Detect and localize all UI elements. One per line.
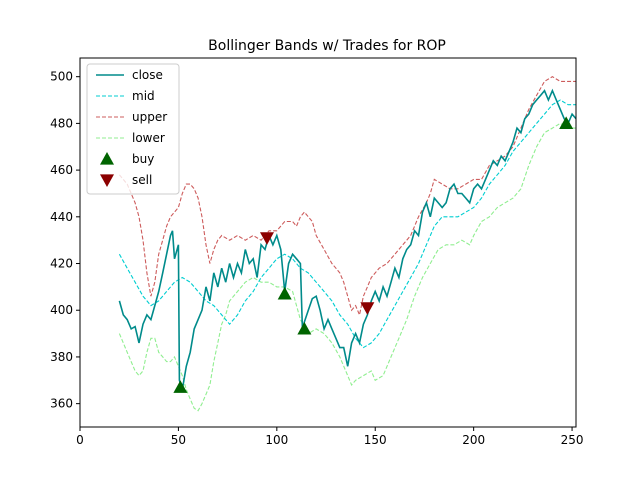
legend-lower-label: lower xyxy=(132,131,165,145)
legend-buy-label: buy xyxy=(132,152,154,166)
buy-marker xyxy=(559,116,574,129)
x-tick-label: 200 xyxy=(462,433,485,447)
y-tick-label: 360 xyxy=(50,397,73,411)
x-tick-label: 50 xyxy=(171,433,186,447)
y-tick-label: 440 xyxy=(50,210,73,224)
y-tick-label: 460 xyxy=(50,163,73,177)
sell-marker xyxy=(360,302,375,315)
y-tick-label: 420 xyxy=(50,257,73,271)
y-tick-label: 480 xyxy=(50,116,73,130)
series-upper-line xyxy=(118,76,576,317)
legend-upper-label: upper xyxy=(132,110,167,124)
legend-sell-swatch xyxy=(100,174,114,187)
x-tick-label: 0 xyxy=(76,433,84,447)
x-axis: 0 50 100 150 200 250 xyxy=(76,427,584,447)
legend: close mid upper lower buy sell xyxy=(86,63,180,195)
legend-sell-label: sell xyxy=(132,173,152,187)
series-close-line xyxy=(118,88,576,390)
buy-marker xyxy=(297,321,312,335)
buy-marker xyxy=(173,380,188,393)
plot-area xyxy=(118,76,576,412)
y-tick-label: 400 xyxy=(50,303,73,317)
y-tick-label: 380 xyxy=(50,350,73,364)
trade-markers xyxy=(173,116,574,393)
x-tick-label: 100 xyxy=(265,433,288,447)
x-tick-label: 150 xyxy=(364,433,387,447)
series-lower-line xyxy=(118,122,576,412)
legend-mid-label: mid xyxy=(132,89,155,103)
legend-buy-swatch xyxy=(100,152,114,165)
series-mid-line xyxy=(118,99,576,349)
y-axis: 360 380 400 420 440 460 480 500 xyxy=(50,70,80,411)
x-tick-label: 250 xyxy=(561,433,584,447)
buy-marker xyxy=(277,286,292,300)
y-tick-label: 500 xyxy=(50,70,73,84)
axes-frame xyxy=(79,57,577,428)
chart-title: Bollinger Bands w/ Trades for ROP xyxy=(208,38,446,54)
sell-marker xyxy=(259,232,274,245)
legend-close-label: close xyxy=(132,68,163,82)
